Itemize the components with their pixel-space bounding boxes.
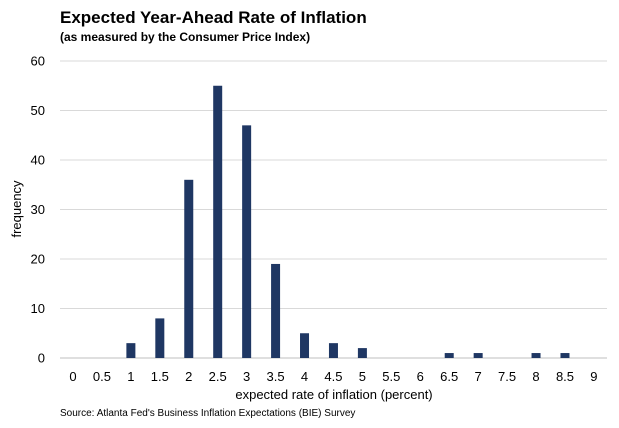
x-tick-label: 3: [243, 369, 250, 384]
x-tick-label: 9: [590, 369, 597, 384]
y-axis-label: frequency: [9, 180, 24, 238]
x-tick-label: 0.5: [93, 369, 111, 384]
x-tick-label: 2.5: [209, 369, 227, 384]
source-note: Source: Atlanta Fed's Business Inflation…: [60, 408, 356, 419]
x-tick-label: 7: [475, 369, 482, 384]
y-tick-label: 20: [31, 252, 45, 267]
y-tick-label: 10: [31, 301, 45, 316]
x-tick-label: 4: [301, 369, 308, 384]
x-tick-label: 3.5: [267, 369, 285, 384]
bar-5: [357, 348, 367, 358]
bars: [126, 85, 570, 358]
bar-3.5: [271, 263, 281, 358]
bar-2.5: [213, 85, 223, 358]
chart-title: Expected Year-Ahead Rate of Inflation: [60, 8, 367, 27]
x-tick-labels: 0 0.5 1 1.5 2 2.5 3 3.5 4 4.5 5 5.5 6 6.5 7 7.5 8 8.5 9: [69, 369, 597, 384]
y-tick-label: 30: [31, 202, 45, 217]
bar-1.5: [155, 318, 165, 358]
x-tick-label: 8.5: [556, 369, 574, 384]
bar-1: [126, 343, 136, 358]
bar-4: [300, 333, 310, 358]
bar-8.5: [560, 353, 570, 358]
y-tick-label: 50: [31, 103, 45, 118]
gridlines: [60, 60, 607, 359]
x-tick-label: 2: [185, 369, 192, 384]
x-tick-label: 1: [127, 369, 134, 384]
y-tick-label: 40: [31, 153, 45, 168]
y-tick-label: 0: [38, 351, 45, 366]
y-tick-labels: 0 10 20 30 40 50 60: [31, 54, 45, 366]
bar-3: [242, 125, 252, 358]
bar-2: [184, 179, 194, 358]
x-tick-label: 0: [69, 369, 76, 384]
bar-8: [531, 353, 541, 358]
x-tick-label: 5: [359, 369, 366, 384]
x-tick-label: 4.5: [324, 369, 342, 384]
x-tick-label: 6: [417, 369, 424, 384]
bar-7: [473, 353, 483, 358]
x-tick-label: 7.5: [498, 369, 516, 384]
x-tick-label: 6.5: [440, 369, 458, 384]
x-axis-label: expected rate of inflation (percent): [235, 387, 432, 402]
x-tick-label: 5.5: [382, 369, 400, 384]
chart-subtitle: (as measured by the Consumer Price Index…: [60, 30, 311, 44]
x-tick-label: 1.5: [151, 369, 169, 384]
bar-6.5: [444, 353, 454, 358]
x-tick-label: 8: [532, 369, 539, 384]
bar-4.5: [328, 343, 338, 358]
y-tick-label: 60: [31, 54, 45, 69]
